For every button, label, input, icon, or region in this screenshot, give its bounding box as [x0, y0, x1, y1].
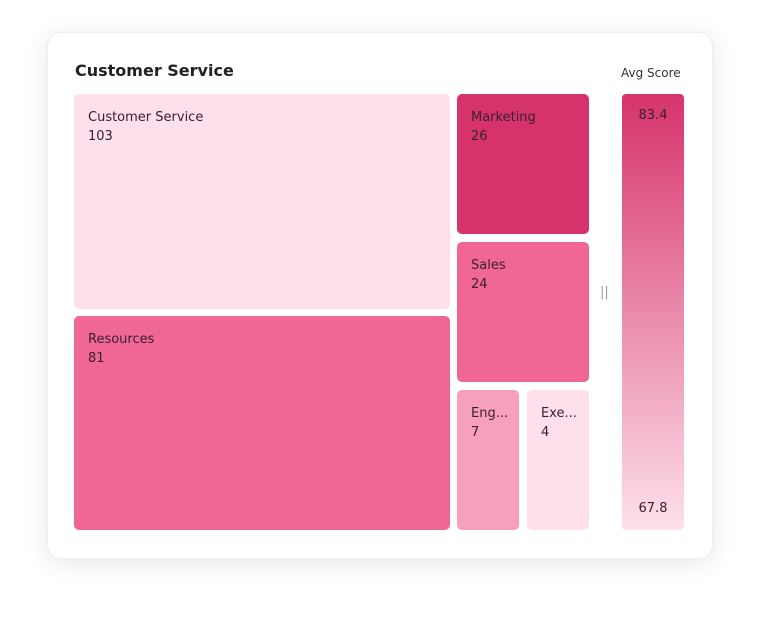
tile-value: 7	[471, 425, 480, 440]
chart-title: Customer Service	[75, 61, 234, 80]
legend-max-label: 83.4	[638, 108, 668, 123]
treemap-tile[interactable]: Resources 81	[74, 316, 450, 530]
treemap-tile[interactable]: Marketing 26	[457, 94, 589, 234]
tile-label: Exe...	[541, 406, 577, 421]
tile-label: Customer Service	[88, 110, 204, 125]
treemap-tile[interactable]: Exe... 4	[527, 390, 589, 530]
tile-label: Marketing	[471, 110, 536, 125]
tile-value: 26	[471, 129, 488, 144]
tile-label: Sales	[471, 258, 506, 273]
tile-value: 24	[471, 277, 488, 292]
color-legend-bar: 83.4 67.8	[622, 94, 684, 530]
tile-label: Resources	[88, 332, 155, 347]
tile-value: 103	[88, 129, 113, 144]
tile-value: 4	[541, 425, 550, 440]
resize-handle[interactable]: ||	[600, 285, 609, 300]
treemap-tile[interactable]: Customer Service 103	[74, 94, 450, 309]
tile-label: Eng...	[471, 406, 509, 421]
legend-min-label: 67.8	[638, 501, 668, 516]
treemap-tile[interactable]: Sales 24	[457, 242, 589, 382]
treemap-tile[interactable]: Eng... 7	[457, 390, 519, 530]
tile-value: 81	[88, 351, 105, 366]
legend-title: Avg Score	[621, 66, 681, 80]
